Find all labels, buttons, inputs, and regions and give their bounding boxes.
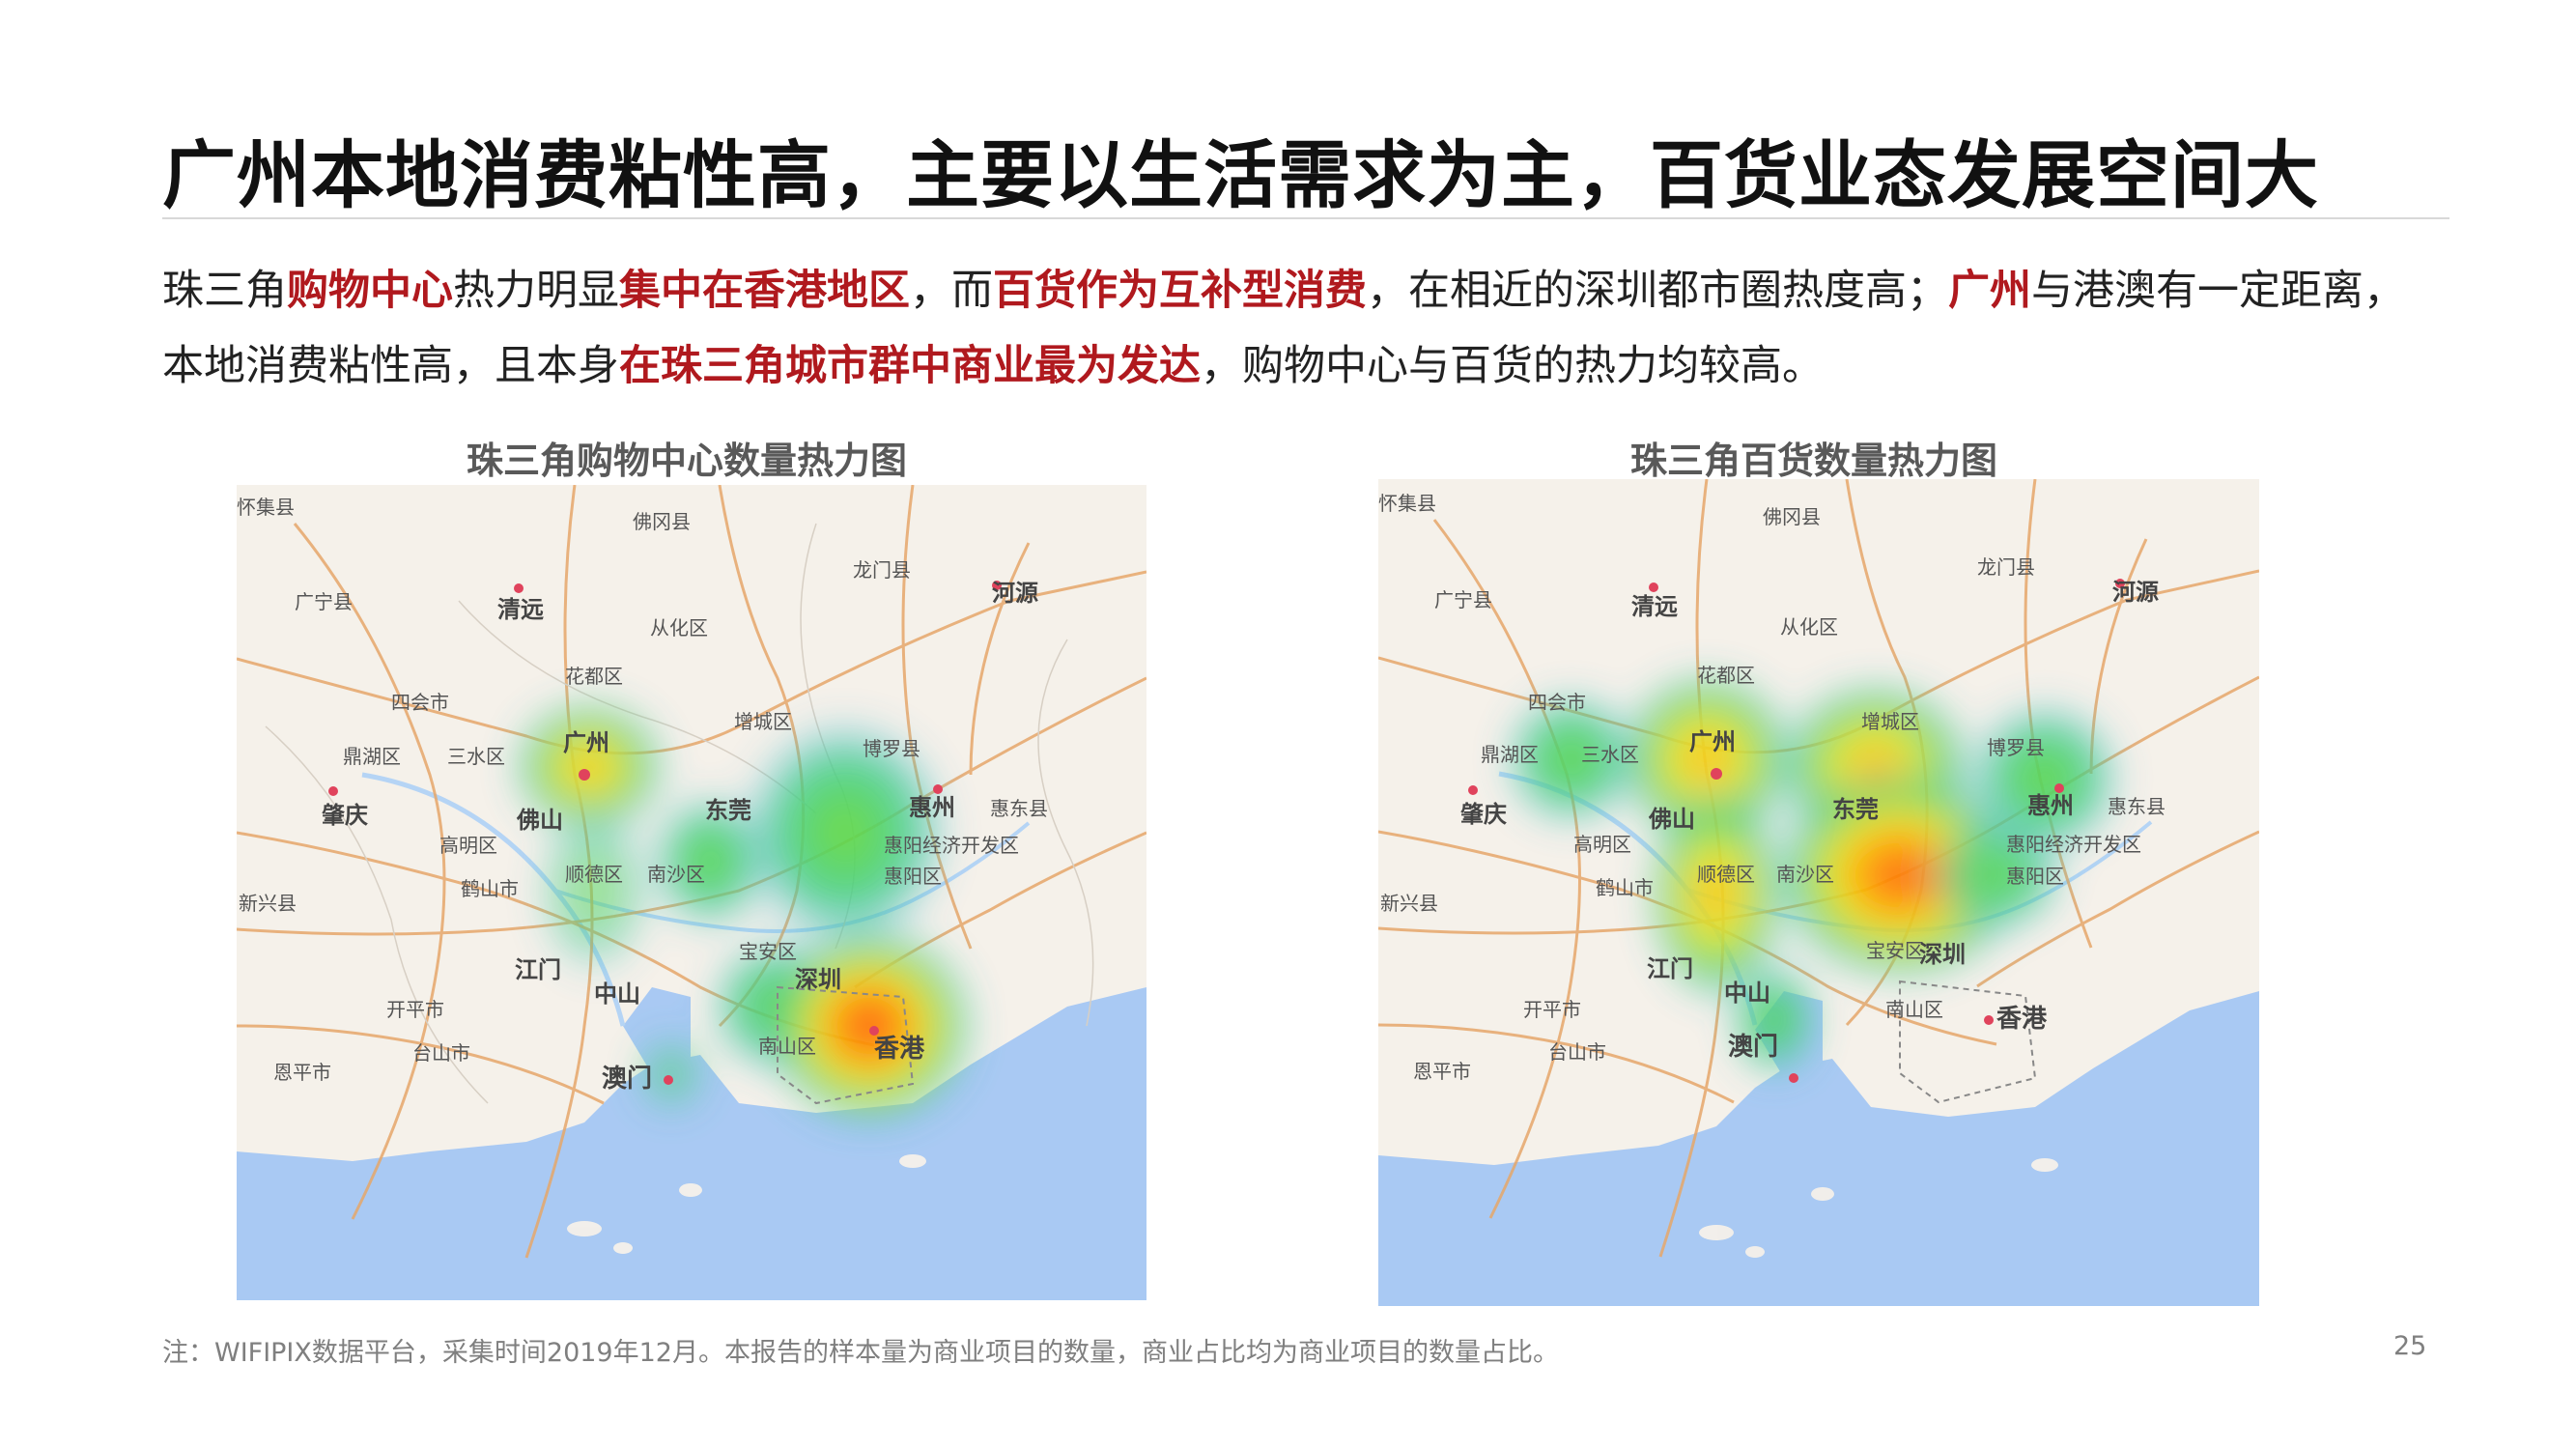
map-label: 广州 (563, 729, 609, 756)
map-label: 佛山 (1648, 806, 1695, 833)
map-label: 惠阳经济开发区 (884, 834, 1019, 857)
map-label: 惠阳经济开发区 (2006, 833, 2141, 856)
map-label: 开平市 (386, 998, 444, 1021)
heatmap-shopping-center: 怀集县 佛冈县 龙门县 河源 广宁县 清远 从化区 花都区 四会市 广州 增城区… (237, 485, 1146, 1300)
map-label: 博罗县 (863, 737, 920, 760)
summary-segment: ，而 (910, 267, 993, 315)
map-label: 肇庆 (1460, 801, 1507, 828)
map-label: 江门 (1647, 955, 1693, 982)
page-title: 广州本地消费粘性高，主要以生活需求为主，百货业态发展空间大 (162, 132, 2319, 218)
map-label: 南山区 (1885, 998, 1943, 1021)
heatmap-department-store: 怀集县 佛冈县 龙门县 河源 广宁县 清远 从化区 花都区 四会市 广州 增城区… (1378, 479, 2259, 1306)
map-label: 新兴县 (1380, 892, 1438, 915)
map-label: 东莞 (705, 797, 751, 824)
map-label: 宝安区 (739, 940, 797, 963)
map-label: 中山 (1724, 980, 1770, 1007)
map-label: 香港 (874, 1035, 925, 1064)
map-label: 香港 (1996, 1005, 2048, 1034)
summary-segment: 本地消费粘性高，且本身 (162, 342, 619, 390)
map-label: 清远 (497, 596, 544, 623)
summary-highlight: 集中在香港地区 (619, 267, 910, 315)
map-label: 高明区 (1573, 833, 1631, 856)
map-label: 肇庆 (322, 802, 368, 829)
map-label: 鹤山市 (1596, 876, 1654, 899)
map-label: 深圳 (1919, 941, 1966, 968)
map-label: 鼎湖区 (343, 745, 401, 768)
summary-paragraph: 珠三角购物中心热力明显集中在香港地区，而百货作为互补型消费，在相近的深圳都市圈热… (162, 253, 2519, 404)
map-label: 顺德区 (1697, 863, 1755, 886)
map-title-department-store: 珠三角百货数量热力图 (1630, 440, 1998, 482)
map-label: 东莞 (1832, 796, 1879, 823)
summary-segment: 热力明显 (453, 267, 619, 315)
summary-segment: 珠三角 (162, 267, 287, 315)
map-label: 深圳 (795, 966, 841, 993)
title-divider (162, 217, 2449, 219)
map-label: 博罗县 (1987, 736, 2045, 759)
map-canvas-left: 怀集县 佛冈县 龙门县 河源 广宁县 清远 从化区 花都区 四会市 广州 增城区… (237, 485, 1146, 1300)
map-label: 顺德区 (565, 863, 623, 886)
map-label: 新兴县 (239, 892, 297, 915)
map-label: 龙门县 (853, 558, 911, 582)
map-label: 南沙区 (647, 863, 705, 886)
summary-highlight: 购物中心 (287, 267, 453, 315)
map-label: 高明区 (439, 834, 497, 857)
map-label: 恩平市 (273, 1061, 331, 1084)
summary-line-2: 本地消费粘性高，且本身在珠三角城市群中商业最为发达，购物中心与百货的热力均较高。 (162, 328, 2519, 404)
map-label: 三水区 (1581, 743, 1639, 766)
map-label: 怀集县 (237, 496, 295, 519)
map-label: 鼎湖区 (1481, 743, 1539, 766)
map-label: 佛冈县 (1763, 505, 1821, 528)
map-label: 台山市 (1548, 1040, 1606, 1064)
map-label: 三水区 (447, 745, 505, 768)
map-label: 河源 (2112, 579, 2159, 606)
map-label: 南山区 (758, 1035, 816, 1058)
summary-highlight: 百货作为互补型消费 (993, 267, 1367, 315)
map-label: 花都区 (1697, 664, 1755, 687)
map-label: 龙门县 (1977, 555, 2035, 579)
map-label: 惠州 (909, 794, 955, 821)
summary-segment: 与港澳有一定距离， (2031, 267, 2405, 315)
map-label: 怀集县 (1378, 492, 1436, 515)
map-label: 开平市 (1523, 998, 1581, 1021)
summary-segment: ，购物中心与百货的热力均较高。 (1201, 342, 1824, 390)
map-label: 四会市 (391, 691, 449, 714)
map-label: 惠阳区 (2006, 865, 2064, 888)
map-label: 增城区 (734, 710, 792, 733)
summary-highlight: 在珠三角城市群中商业最为发达 (619, 342, 1201, 390)
summary-line-1: 珠三角购物中心热力明显集中在香港地区，而百货作为互补型消费，在相近的深圳都市圈热… (162, 253, 2519, 328)
map-label: 清远 (1631, 593, 1678, 620)
map-label: 佛山 (516, 807, 563, 834)
map-label: 广州 (1689, 728, 1736, 755)
map-label: 惠州 (2027, 792, 2074, 819)
map-label: 从化区 (1780, 615, 1838, 639)
map-title-shopping-center: 珠三角购物中心数量热力图 (467, 440, 908, 482)
map-label: 惠阳区 (884, 865, 942, 888)
map-label: 从化区 (650, 616, 708, 639)
map-label: 增城区 (1861, 710, 1919, 733)
map-label: 四会市 (1528, 691, 1586, 714)
map-label: 恩平市 (1413, 1060, 1471, 1083)
map-label: 南沙区 (1776, 863, 1834, 886)
map-label: 江门 (515, 956, 561, 983)
map-label: 花都区 (565, 665, 623, 688)
map-label: 澳门 (602, 1065, 652, 1094)
map-label: 广宁县 (1434, 588, 1492, 611)
summary-highlight: 广州 (1948, 267, 2031, 315)
map-label: 惠东县 (990, 797, 1048, 820)
page-number: 25 (2393, 1331, 2427, 1361)
summary-segment: ，在相近的深圳都市圈热度高； (1367, 267, 1948, 315)
map-label: 宝安区 (1866, 939, 1924, 962)
map-label: 河源 (992, 580, 1038, 607)
map-label: 澳门 (1728, 1033, 1778, 1062)
map-label: 惠东县 (2108, 795, 2166, 818)
map-label: 鹤山市 (461, 877, 519, 900)
map-label: 广宁县 (295, 590, 353, 613)
footnote: 注：WIFIPIX数据平台，采集时间2019年12月。本报告的样本量为商业项目的… (162, 1338, 1559, 1368)
map-label: 中山 (594, 980, 640, 1008)
map-canvas-right: 怀集县 佛冈县 龙门县 河源 广宁县 清远 从化区 花都区 四会市 广州 增城区… (1378, 479, 2259, 1306)
map-label: 佛冈县 (633, 510, 691, 533)
map-label: 台山市 (412, 1041, 470, 1065)
